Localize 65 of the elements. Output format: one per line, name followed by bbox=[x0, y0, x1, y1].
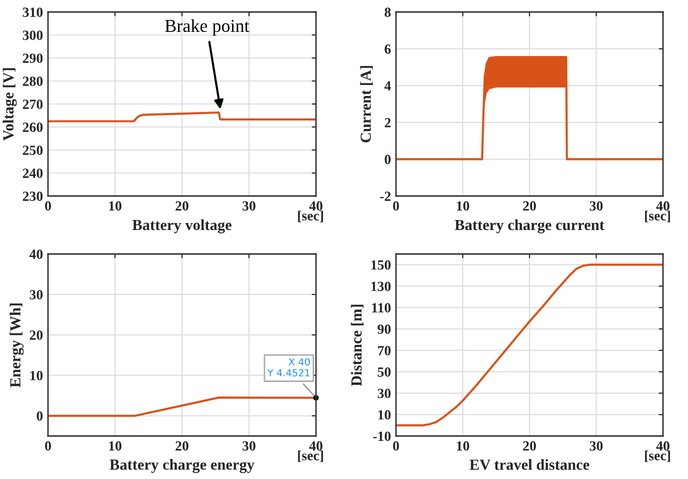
y-tick-label: 50 bbox=[378, 367, 391, 377]
y-tick-label: 2 bbox=[384, 118, 391, 128]
y-tick-label: 6 bbox=[384, 44, 391, 54]
annotation: Brake point bbox=[165, 19, 250, 36]
x-axis-title: [sec] bbox=[298, 450, 324, 462]
y-tick-label: 240 bbox=[22, 168, 43, 178]
line-series bbox=[396, 264, 663, 426]
y-tick-label: 70 bbox=[378, 346, 391, 356]
y-tick-label: 250 bbox=[22, 146, 43, 155]
y-axis-title: Distance [m] bbox=[350, 304, 364, 386]
annotation: X 40 Y 4.4521 bbox=[267, 358, 310, 376]
y-tick-label: 20 bbox=[30, 330, 43, 340]
y-tick-label: 150 bbox=[371, 260, 391, 270]
x-tick-label: 30 bbox=[242, 201, 256, 211]
text: EV travel distance bbox=[470, 459, 590, 470]
y-tick-label: 90 bbox=[378, 324, 391, 334]
y-tick-label: 4 bbox=[384, 81, 391, 90]
x-tick-label: 0 bbox=[393, 441, 399, 451]
y-axis-title: Voltage [V] bbox=[2, 68, 17, 141]
y-tick-label: 230 bbox=[22, 192, 43, 201]
y-tick-label: 310 bbox=[22, 8, 43, 17]
y-tick-label: 30 bbox=[30, 290, 43, 300]
x-tick-label: 30 bbox=[242, 441, 256, 451]
text: Battery charge energy bbox=[110, 459, 254, 474]
x-tick-label: 0 bbox=[45, 441, 51, 451]
y-tick-label: -2 bbox=[380, 192, 391, 201]
x-tick-label: 0 bbox=[393, 201, 399, 211]
x-tick-label: 0 bbox=[45, 201, 51, 211]
x-tick-label: 20 bbox=[176, 441, 188, 451]
y-tick-label: 10 bbox=[378, 410, 391, 420]
y-tick-label: 30 bbox=[378, 388, 391, 398]
x-axis-title: [sec] bbox=[645, 450, 670, 462]
y-axis-title: Energy [Wh] bbox=[10, 303, 24, 388]
y-tick-label: 300 bbox=[22, 30, 43, 40]
y-axis-title: Current [A] bbox=[360, 66, 373, 142]
x-tick-label: 20 bbox=[523, 201, 536, 211]
y-tick-label: 10 bbox=[30, 370, 43, 380]
text: Battery voltage bbox=[132, 219, 232, 234]
x-axis-title: [sec] bbox=[645, 210, 670, 222]
x-axis-title: [sec] bbox=[298, 210, 324, 222]
y-tick-label: 40 bbox=[29, 250, 43, 259]
x-tick-label: 10 bbox=[109, 441, 122, 451]
text: Battery charge current bbox=[454, 219, 604, 234]
y-tick-label: 8 bbox=[384, 8, 391, 17]
y-tick-label: 260 bbox=[22, 122, 43, 132]
x-tick-label: 10 bbox=[456, 201, 470, 211]
y-tick-label: -10 bbox=[373, 432, 391, 441]
x-tick-label: 10 bbox=[456, 441, 470, 451]
x-tick-label: 30 bbox=[590, 441, 603, 451]
x-tick-label: 40 bbox=[656, 201, 670, 211]
x-tick-label: 40 bbox=[309, 441, 322, 451]
x-tick-label: 20 bbox=[176, 201, 188, 211]
x-tick-label: 10 bbox=[109, 201, 122, 211]
y-tick-label: 290 bbox=[22, 54, 43, 63]
y-tick-label: 110 bbox=[372, 303, 391, 312]
y-tick-label: 280 bbox=[22, 76, 43, 86]
y-tick-label: 0 bbox=[36, 411, 43, 421]
x-tick-label: 40 bbox=[656, 441, 670, 451]
y-tick-label: 130 bbox=[371, 282, 391, 292]
x-tick-label: 30 bbox=[590, 201, 603, 211]
y-tick-label: 0 bbox=[384, 154, 391, 164]
x-tick-label: 20 bbox=[523, 441, 536, 451]
y-tick-label: 270 bbox=[22, 100, 43, 109]
line-series bbox=[48, 111, 316, 122]
x-tick-label: 40 bbox=[309, 201, 322, 211]
